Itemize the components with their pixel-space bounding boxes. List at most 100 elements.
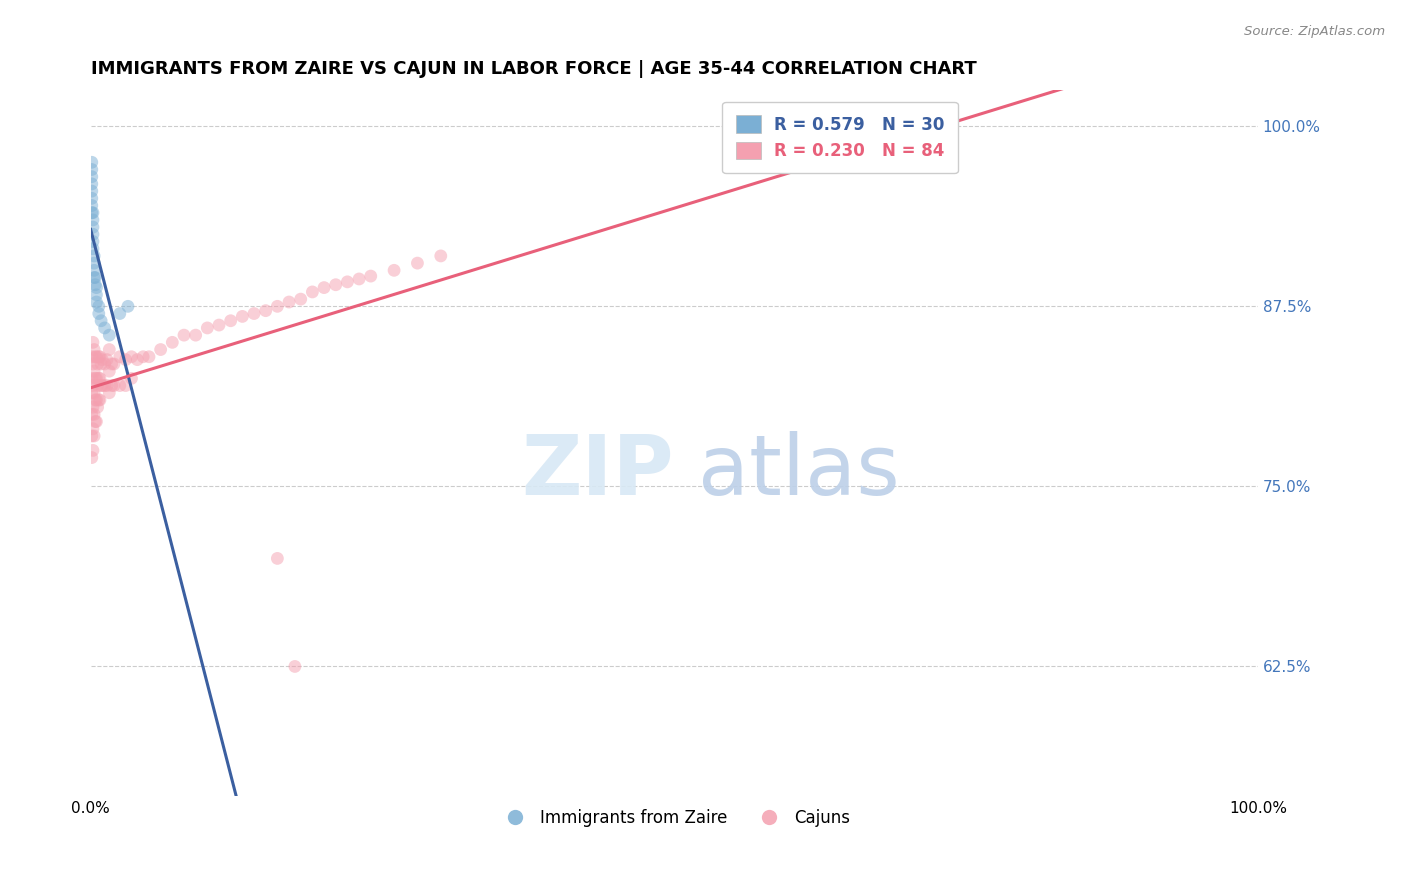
- Point: [406, 256, 429, 270]
- Point: [162, 335, 184, 350]
- Point: [82, 227, 104, 242]
- Text: ZIP: ZIP: [522, 431, 675, 512]
- Point: [86, 357, 108, 371]
- Point: [80, 162, 103, 177]
- Point: [84, 371, 107, 385]
- Point: [82, 335, 104, 350]
- Point: [80, 371, 103, 385]
- Text: atlas: atlas: [697, 431, 900, 512]
- Point: [89, 392, 111, 407]
- Point: [100, 357, 122, 371]
- Point: [82, 400, 104, 414]
- Point: [103, 357, 125, 371]
- Point: [80, 350, 103, 364]
- Point: [121, 350, 143, 364]
- Point: [91, 352, 114, 367]
- Text: Source: ZipAtlas.com: Source: ZipAtlas.com: [1244, 25, 1385, 38]
- Point: [82, 220, 104, 235]
- Point: [266, 299, 288, 313]
- Point: [80, 191, 103, 205]
- Point: [195, 321, 218, 335]
- Point: [82, 357, 104, 371]
- Point: [80, 205, 103, 219]
- Point: [336, 275, 359, 289]
- Point: [173, 328, 195, 343]
- Point: [82, 443, 104, 458]
- Point: [89, 371, 111, 385]
- Point: [89, 350, 111, 364]
- Point: [83, 408, 105, 422]
- Point: [184, 328, 207, 343]
- Point: [83, 429, 105, 443]
- Point: [93, 357, 115, 371]
- Point: [83, 256, 105, 270]
- Point: [100, 378, 122, 392]
- Point: [108, 378, 131, 392]
- Point: [86, 350, 108, 364]
- Point: [108, 306, 131, 320]
- Point: [96, 378, 118, 392]
- Point: [80, 177, 103, 191]
- Text: IMMIGRANTS FROM ZAIRE VS CAJUN IN LABOR FORCE | AGE 35-44 CORRELATION CHART: IMMIGRANTS FROM ZAIRE VS CAJUN IN LABOR …: [90, 60, 976, 78]
- Point: [82, 205, 104, 219]
- Point: [90, 357, 112, 371]
- Point: [138, 350, 160, 364]
- Legend: Immigrants from Zaire, Cajuns: Immigrants from Zaire, Cajuns: [492, 802, 856, 834]
- Point: [114, 352, 136, 367]
- Point: [90, 314, 112, 328]
- Point: [83, 343, 105, 357]
- Point: [98, 328, 121, 343]
- Point: [80, 408, 103, 422]
- Point: [114, 378, 136, 392]
- Point: [84, 415, 107, 429]
- Point: [80, 198, 103, 212]
- Point: [87, 306, 110, 320]
- Point: [325, 277, 347, 292]
- Point: [108, 350, 131, 364]
- Point: [231, 310, 253, 324]
- Point: [82, 235, 104, 249]
- Point: [87, 350, 110, 364]
- Point: [84, 350, 107, 364]
- Point: [80, 450, 103, 465]
- Point: [93, 321, 115, 335]
- Point: [86, 415, 108, 429]
- Point: [127, 352, 149, 367]
- Point: [86, 288, 108, 302]
- Point: [82, 422, 104, 436]
- Point: [82, 378, 104, 392]
- Point: [103, 378, 125, 392]
- Point: [86, 371, 108, 385]
- Point: [80, 155, 103, 169]
- Point: [91, 378, 114, 392]
- Point: [82, 242, 104, 256]
- Point: [83, 263, 105, 277]
- Point: [243, 306, 266, 320]
- Point: [132, 350, 155, 364]
- Point: [86, 392, 108, 407]
- Point: [87, 392, 110, 407]
- Point: [430, 249, 453, 263]
- Point: [87, 299, 110, 313]
- Point: [284, 659, 307, 673]
- Point: [90, 378, 112, 392]
- Point: [121, 371, 143, 385]
- Point: [80, 184, 103, 198]
- Point: [80, 385, 103, 400]
- Point: [208, 318, 231, 332]
- Point: [83, 270, 105, 285]
- Point: [98, 385, 121, 400]
- Point: [93, 378, 115, 392]
- Point: [301, 285, 323, 299]
- Point: [86, 295, 108, 310]
- Point: [360, 269, 382, 284]
- Point: [83, 364, 105, 378]
- Point: [347, 272, 370, 286]
- Point: [254, 303, 277, 318]
- Point: [84, 270, 107, 285]
- Point: [312, 280, 335, 294]
- Point: [149, 343, 172, 357]
- Point: [84, 277, 107, 292]
- Point: [86, 378, 108, 392]
- Point: [80, 169, 103, 184]
